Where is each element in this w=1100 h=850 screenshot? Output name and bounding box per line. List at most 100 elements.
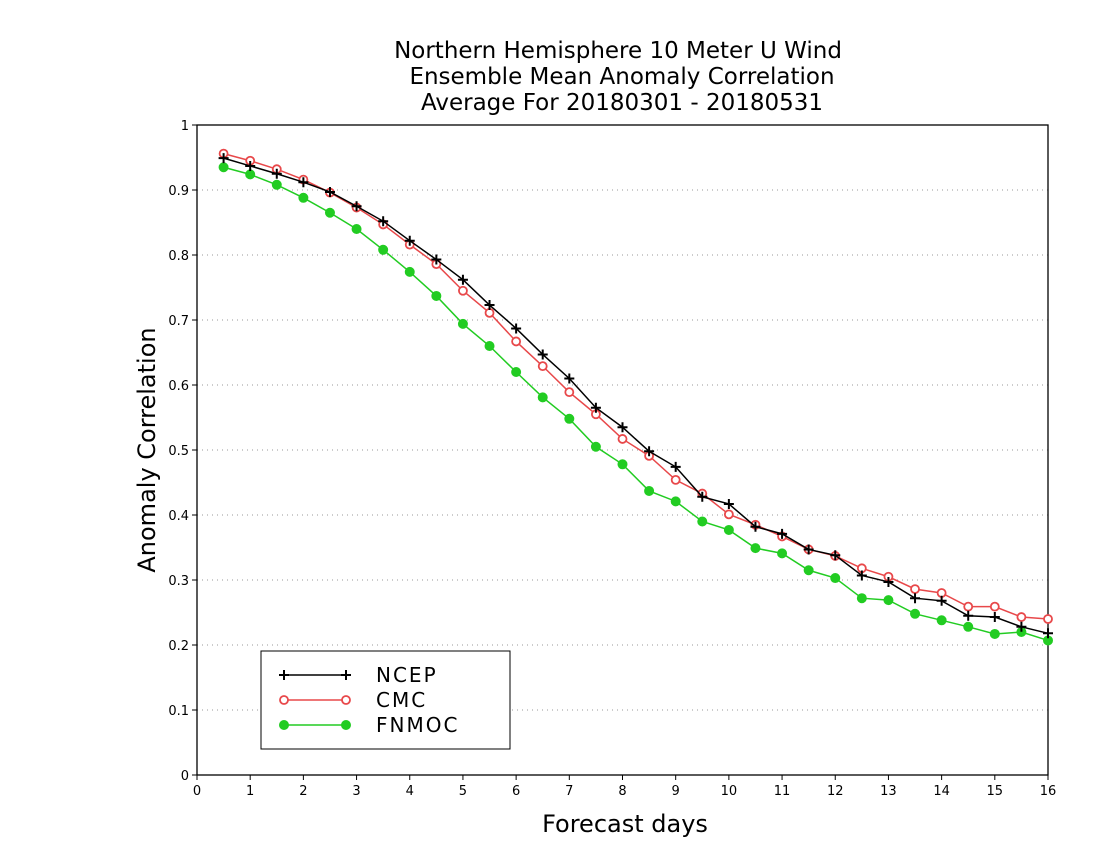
legend-marker-ncep: [341, 670, 351, 680]
x-tick-label: 16: [1040, 784, 1057, 799]
point-ncep: [1043, 628, 1053, 639]
point-cmc: [537, 361, 548, 372]
point-ncep: [431, 254, 442, 265]
plot-frame: [196, 124, 1049, 776]
point-fnmoc: [670, 496, 681, 507]
y-tick-label: 0.4: [168, 509, 189, 524]
point-cmc: [1043, 614, 1053, 624]
point-ncep: [670, 461, 681, 472]
point-ncep: [218, 153, 229, 164]
series-cmc: [218, 148, 1053, 624]
y-tick-label: 0.5: [168, 444, 189, 459]
point-fnmoc: [830, 573, 841, 584]
legend-marker-cmc: [279, 695, 289, 705]
legend-label-fnmoc: FNMOC: [376, 713, 459, 737]
point-cmc: [484, 307, 495, 318]
point-ncep: [298, 177, 309, 188]
point-fnmoc: [457, 318, 468, 329]
point-fnmoc: [271, 179, 282, 190]
y-tick-label: 0.7: [168, 314, 189, 329]
series-ncep: [218, 153, 1053, 639]
point-fnmoc: [617, 459, 628, 470]
y-tick-label: 0.6: [168, 379, 189, 394]
point-ncep: [484, 300, 495, 311]
point-fnmoc: [537, 392, 548, 403]
x-tick-label: 2: [299, 784, 307, 799]
point-ncep: [457, 274, 468, 285]
x-tick-label: 10: [721, 784, 738, 799]
point-fnmoc: [218, 162, 229, 173]
point-cmc: [458, 285, 468, 296]
chart-title-line-1: Northern Hemisphere 10 Meter U Wind: [394, 38, 842, 64]
point-cmc: [989, 601, 1000, 612]
point-fnmoc: [431, 290, 442, 301]
point-cmc: [723, 509, 734, 520]
point-fnmoc: [590, 441, 601, 452]
point-cmc: [1016, 612, 1027, 622]
point-cmc: [617, 434, 628, 444]
point-fnmoc: [697, 516, 708, 527]
x-tick-label: 15: [987, 784, 1004, 799]
point-fnmoc: [564, 413, 575, 424]
point-fnmoc: [777, 548, 788, 559]
point-ncep: [564, 373, 575, 384]
x-tick-label: 13: [880, 784, 897, 799]
point-cmc: [564, 387, 575, 398]
point-fnmoc: [484, 341, 495, 351]
x-tick-label: 1: [246, 784, 254, 799]
legend-marker-fnmoc: [279, 720, 289, 730]
chart-title-line-2: Ensemble Mean Anomaly Correlation: [409, 64, 834, 90]
point-cmc: [670, 474, 681, 485]
point-fnmoc: [324, 207, 335, 218]
legend-marker-cmc: [341, 695, 351, 705]
point-ncep: [537, 349, 548, 360]
point-ncep: [644, 446, 655, 457]
series-fnmoc: [218, 162, 1053, 646]
point-ncep: [723, 498, 734, 509]
x-tick-label: 3: [352, 784, 360, 799]
point-ncep: [910, 593, 921, 604]
chart-title-line-3: Average For 20180301 - 20180531: [421, 90, 823, 116]
axes: 00.10.20.30.40.50.60.70.80.910 1 2 3 4 5 6 7 8 9 1…: [168, 119, 1056, 799]
point-ncep: [245, 160, 256, 171]
point-fnmoc: [511, 367, 522, 377]
point-ncep: [1016, 621, 1027, 632]
point-ncep: [989, 612, 1000, 623]
y-tick-label: 0.3: [168, 574, 189, 589]
point-ncep: [590, 402, 601, 413]
point-ncep: [936, 595, 947, 606]
point-fnmoc: [644, 485, 655, 496]
point-ncep: [777, 528, 788, 539]
point-fnmoc: [750, 543, 761, 554]
point-ncep: [963, 610, 974, 621]
point-fnmoc: [298, 192, 309, 203]
point-cmc: [963, 601, 974, 612]
point-ncep: [750, 521, 761, 532]
legend-marker-ncep: [279, 670, 289, 680]
x-tick-label: 14: [933, 784, 950, 799]
y-tick-label: 0.2: [168, 639, 189, 654]
x-tick-label: 8: [618, 784, 626, 799]
point-ncep: [697, 491, 708, 502]
y-tick-label: 0.8: [168, 249, 189, 264]
point-ncep: [803, 544, 814, 555]
x-tick-label: 4: [406, 784, 414, 799]
x-tick-label: 12: [827, 784, 844, 799]
x-axis-label: Forecast days: [542, 810, 708, 838]
point-fnmoc: [351, 224, 362, 234]
x-tick-label: 6: [512, 784, 520, 799]
point-ncep: [271, 168, 282, 179]
point-ncep: [830, 550, 841, 561]
point-ncep: [351, 201, 362, 212]
y-grid: [197, 189, 1048, 711]
point-ncep: [324, 186, 335, 197]
point-fnmoc: [936, 615, 947, 626]
x-tick-label: 7: [565, 784, 573, 799]
point-ncep: [404, 235, 415, 246]
point-fnmoc: [245, 169, 256, 180]
legend-label-cmc: CMC: [376, 688, 427, 712]
point-fnmoc: [989, 628, 1000, 639]
point-fnmoc: [910, 608, 921, 619]
